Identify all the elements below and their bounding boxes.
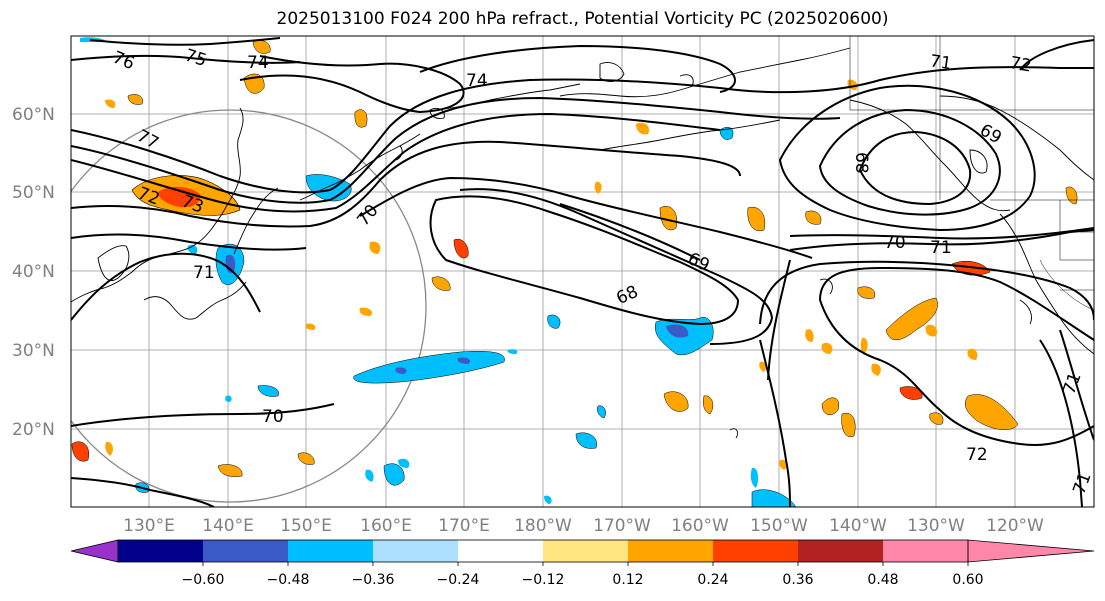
colorbar-tick-label: 0.48 xyxy=(867,572,898,588)
colorbar: −0.60 −0.48 −0.36 −0.24 −0.12 0.12 0.24 … xyxy=(70,539,1095,588)
contour-label: 70 xyxy=(262,407,284,427)
contour-label: 71 xyxy=(929,51,953,74)
contours xyxy=(71,37,1094,507)
lat-label: 60°N xyxy=(12,105,55,125)
contour-label: 71 xyxy=(193,263,215,283)
lat-label: 20°N xyxy=(12,420,55,440)
colorbar-tick-label: 0.24 xyxy=(697,572,728,588)
lat-axis: 60°N 50°N 40°N 30°N 20°N xyxy=(12,105,55,440)
colorbar-bin xyxy=(373,540,458,562)
contour-label: 72 xyxy=(966,445,988,465)
colorbar-tick-label: −0.60 xyxy=(182,572,225,588)
borders xyxy=(849,36,1094,311)
lon-label: 130°W xyxy=(907,516,965,536)
contour-label: 74 xyxy=(247,53,269,73)
lon-label: 150°W xyxy=(750,516,808,536)
radius-circle xyxy=(71,109,427,503)
contour-label: 71 xyxy=(930,238,952,258)
contour-label: 68 xyxy=(851,152,871,174)
colorbar-bin xyxy=(288,540,373,562)
lon-label: 180°W xyxy=(514,516,572,536)
contour-label: 72 xyxy=(1008,53,1033,76)
colorbar-tick-label: −0.24 xyxy=(437,572,480,588)
colorbar-bin xyxy=(713,540,798,562)
colorbar-tick-label: 0.12 xyxy=(612,572,643,588)
colorbar-bin xyxy=(458,540,543,562)
lon-label: 140°W xyxy=(829,516,887,536)
colorbar-tick-label: −0.36 xyxy=(352,572,395,588)
colorbar-bin xyxy=(798,540,883,562)
lon-label: 170°W xyxy=(593,516,651,536)
coastlines xyxy=(71,47,1094,439)
plot-border xyxy=(70,35,1095,508)
lon-label: 160°E xyxy=(360,516,412,536)
contour-label: 74 xyxy=(466,71,488,91)
lon-label: 150°E xyxy=(280,516,332,536)
lon-label: 160°W xyxy=(671,516,729,536)
lat-label: 50°N xyxy=(12,183,55,203)
colorbar-extend-high xyxy=(967,539,1095,563)
colorbar-bin xyxy=(628,540,713,562)
colorbar-bin xyxy=(543,540,628,562)
contour-label: 70 xyxy=(884,233,906,253)
colorbar-tick-label: −0.12 xyxy=(522,572,565,588)
lon-label: 130°E xyxy=(123,516,175,536)
map-title: 2025013100 F024 200 hPa refract., Potent… xyxy=(276,9,889,29)
colorbar-extend-low xyxy=(70,539,119,563)
colorbar-tick-label: 0.60 xyxy=(952,572,983,588)
lon-label: 120°W xyxy=(986,516,1044,536)
lon-label: 170°E xyxy=(438,516,490,536)
colorbar-bin xyxy=(203,540,288,562)
colorbar-bin xyxy=(883,540,968,562)
lon-axis: 130°E 140°E 150°E 160°E 170°E 180°W 170°… xyxy=(123,516,1044,536)
lat-label: 30°N xyxy=(12,341,55,361)
colorbar-tick-label: −0.48 xyxy=(267,572,310,588)
plot-area xyxy=(71,36,1094,507)
colorbar-tick-label: 0.36 xyxy=(782,572,813,588)
lon-label: 140°E xyxy=(202,516,254,536)
colorbar-bin xyxy=(118,540,203,562)
lat-label: 40°N xyxy=(12,262,55,282)
